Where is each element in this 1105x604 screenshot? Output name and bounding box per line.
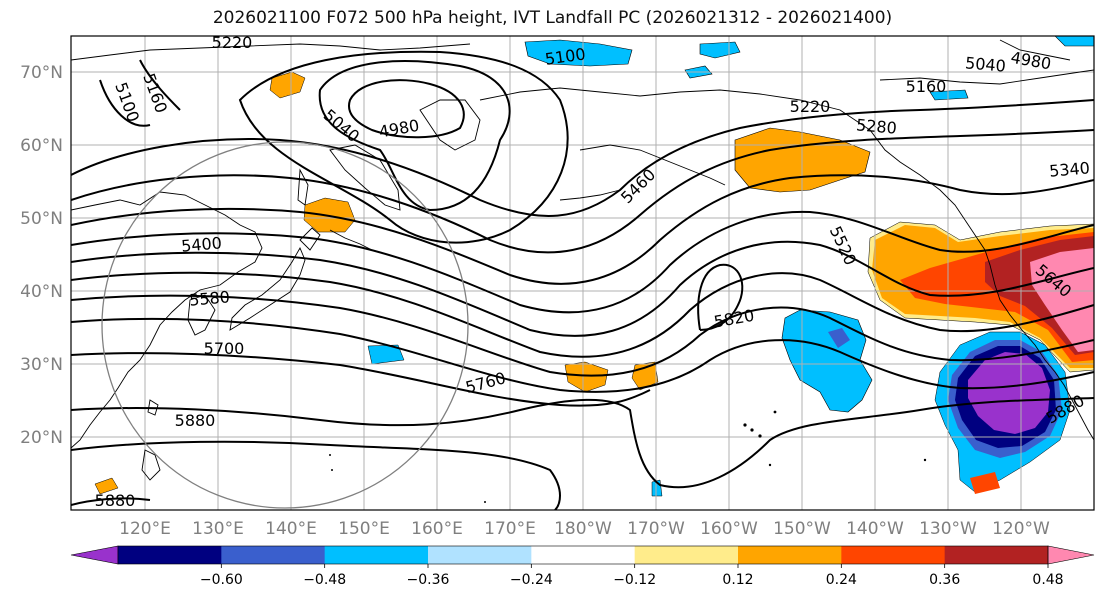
landfall-radius-ring	[101, 141, 469, 509]
neg-blob-darkest	[968, 352, 1050, 434]
contour-label: 5220	[790, 97, 831, 116]
lat-label: 70°N	[20, 63, 63, 83]
contour-label: 5040	[964, 53, 1006, 75]
colorbar-tick-label: −0.60	[200, 572, 243, 588]
latitude-labels: 70°N 60°N 50°N 40°N 30°N 20°N	[20, 63, 63, 448]
colorbar-tick-label: −0.48	[303, 572, 346, 588]
contour-label: 5340	[1048, 158, 1090, 180]
lon-label: 120°W	[992, 519, 1050, 539]
contour-label: 5220	[212, 33, 253, 52]
contour-label: 5160	[906, 77, 947, 96]
contour-label: 5700	[204, 339, 245, 358]
lon-label: 160°W	[700, 519, 758, 539]
colorbar-segment	[324, 546, 429, 564]
contour-label: 5880	[95, 491, 136, 510]
pos-patch-5	[94, 477, 119, 495]
neg-patch-arctic-5	[929, 89, 969, 101]
colorbar-tick-label: 0.24	[826, 572, 857, 588]
lat-label: 20°N	[20, 428, 63, 448]
colorbar-segment	[118, 546, 222, 564]
lon-label: 130°E	[192, 519, 244, 539]
map-grid	[71, 36, 1094, 510]
neg-blob-tail	[970, 472, 1000, 494]
pos-patch-3	[564, 361, 609, 393]
lat-label: 50°N	[20, 209, 63, 229]
colorbar-segment	[944, 546, 1049, 564]
neg-patch-central-core	[828, 328, 850, 348]
lon-label: 140°E	[265, 519, 317, 539]
lon-label: 170°E	[484, 519, 536, 539]
contour-label: 5880	[175, 411, 216, 430]
colorbar-segment	[531, 546, 636, 564]
colorbar-segment	[841, 546, 946, 564]
colorbar-segment	[634, 546, 739, 564]
height-contours	[71, 50, 1094, 510]
colorbar-tick-label: −0.24	[510, 572, 553, 588]
map-title: 2026021100 F072 500 hPa height, IVT Land…	[212, 8, 893, 28]
colorbar-tick-label: 0.36	[929, 572, 960, 588]
colorbar-tick-label: 0.12	[722, 572, 753, 588]
colorbar-segment	[428, 546, 532, 564]
map-frame	[70, 35, 1095, 511]
colorbar-segment	[738, 546, 842, 564]
neg-patch-arctic-3	[1054, 36, 1094, 47]
contour-label: 5580	[188, 287, 230, 309]
colorbar-tick-label: 0.48	[1032, 572, 1063, 588]
pos-plume-max	[1030, 248, 1094, 352]
ivt-shading	[94, 36, 1094, 497]
islands	[329, 410, 927, 503]
colorbar-segment	[221, 546, 326, 564]
lon-label: 180°W	[554, 519, 612, 539]
coastlines	[71, 39, 1094, 481]
lon-label: 140°W	[846, 519, 904, 539]
colorbar-frame	[117, 545, 1049, 565]
colorbar-extend-low	[70, 545, 119, 565]
neg-patch-arctic	[524, 39, 633, 67]
colorbar: −0.60 −0.48 −0.36 −0.24 −0.12 0.12 0.24 0.36 0.4…	[70, 545, 1095, 588]
colorbar-extend-high	[1047, 545, 1095, 565]
contour-label: 5400	[180, 233, 222, 255]
lon-label: 170°W	[627, 519, 685, 539]
lon-label: 150°W	[773, 519, 831, 539]
colorbar-tick-label: −0.12	[613, 572, 656, 588]
contour-label: 5280	[855, 115, 897, 137]
lat-label: 30°N	[20, 355, 63, 375]
neg-patch-central	[781, 309, 873, 413]
lon-label: 120°E	[119, 519, 171, 539]
lat-label: 40°N	[20, 282, 63, 302]
longitude-labels: 120°E 130°E 140°E 150°E 160°E 170°E 180°W 170°W…	[119, 519, 1050, 539]
lat-label: 60°N	[20, 136, 63, 156]
lon-label: 160°E	[411, 519, 463, 539]
lon-label: 150°E	[338, 519, 390, 539]
lon-label: 130°W	[919, 519, 977, 539]
colorbar-tick-label: −0.36	[407, 572, 450, 588]
